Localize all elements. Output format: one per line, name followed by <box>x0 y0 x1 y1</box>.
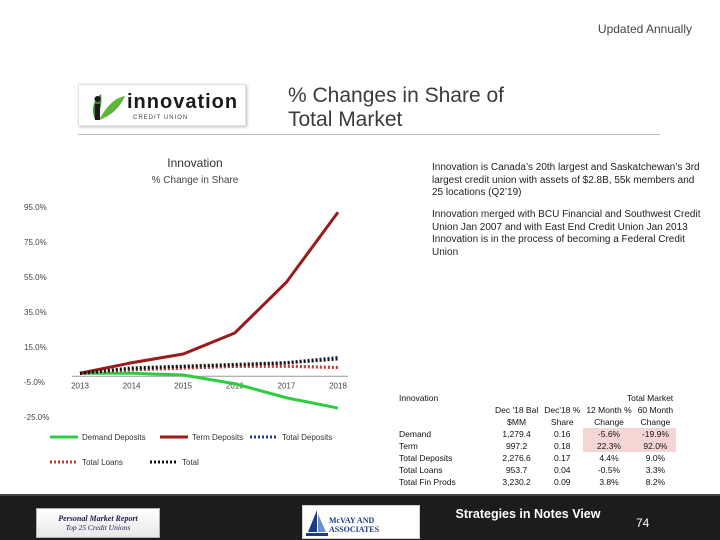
logo-sub-text: CREDIT UNION <box>133 115 189 121</box>
table-row: Term 997.2 0.18 22.3% 92.0% <box>396 440 677 452</box>
col-share-head: Dec'18 % <box>544 405 581 415</box>
col-60m-sub: Change <box>640 417 671 427</box>
cell-m60: 3.3% <box>645 465 666 475</box>
logo-brand-text: innovation <box>127 91 239 113</box>
cell-m60: -19.9% <box>634 428 677 440</box>
table-header-right: Total Market <box>626 393 674 403</box>
cell-share: 0.17 <box>553 453 571 463</box>
chart-subtitle: % Change in Share <box>151 175 239 186</box>
cell-m12: -5.6% <box>583 428 635 440</box>
report-subtitle: Top 25 Credit Unions <box>65 523 131 532</box>
chart-title: Innovation <box>167 156 223 170</box>
legend-label: Term Deposits <box>192 433 243 442</box>
info-paragraph-2-3: Innovation merged with BCU Financial and… <box>432 209 708 259</box>
cell-label: Demand <box>399 429 432 439</box>
cell-label: Total Loans <box>399 465 443 475</box>
info-paragraph-2: Innovation merged with BCU Financial and… <box>432 209 701 233</box>
cell-m12: 3.8% <box>599 477 619 487</box>
legend-label: Demand Deposits <box>82 433 146 442</box>
series-line-total-loans <box>79 364 339 375</box>
info-paragraph-3: Innovation is in the process of becoming… <box>432 234 685 258</box>
table-row: Total Loans 953.7 0.04 -0.5% 3.3% <box>396 464 676 476</box>
x-tick-label: 2017 <box>278 381 296 390</box>
report-title: Personal Market Report <box>58 514 138 523</box>
cell-m12: 4.4% <box>599 453 619 463</box>
series-line-demand-deposits <box>80 371 339 410</box>
report-badge: Personal Market Report Top 25 Credit Uni… <box>36 508 160 538</box>
table-row: Demand 1,279.4 0.16 -5.6% -19.9% <box>396 428 677 440</box>
series-line-term-deposits <box>79 211 340 375</box>
y-tick-label: -25.0% <box>24 413 49 422</box>
y-tick-label: -5.0% <box>24 378 45 387</box>
col-bal-sub: $MM <box>507 417 527 427</box>
table-header-left: Innovation <box>399 393 439 403</box>
col-share-sub: Share <box>550 417 574 427</box>
updated-annually-label: Updated Annually <box>597 22 692 36</box>
y-tick-label: 95.0% <box>24 203 47 212</box>
table-header-row-2: Dec '18 Bal Dec'18 % 12 Month % 60 Month <box>396 404 676 416</box>
partner-logo: McVAY AND ASSOCIATES <box>302 505 420 539</box>
cell-label: Term <box>399 441 418 451</box>
cell-share: 0.16 <box>553 429 571 439</box>
page-title: % Changes in Share of Total Market <box>288 84 548 132</box>
legend-label: Total Loans <box>82 458 123 467</box>
cell-share: 0.04 <box>553 465 571 475</box>
sailboat-icon <box>306 510 328 536</box>
table-row: Total Deposits 2,276.6 0.17 4.4% 9.0% <box>396 452 676 464</box>
info-paragraph-1: Innovation is Canada’s 20th largest and … <box>432 162 700 198</box>
col-12m-head: 12 Month % <box>586 405 632 415</box>
legend-label: Total <box>182 458 199 467</box>
cell-share: 0.18 <box>553 441 571 451</box>
market-table: Innovation Total Market Dec '18 Bal Dec'… <box>396 392 677 488</box>
cell-bal: 953.7 <box>505 465 528 475</box>
y-tick-label: 15.0% <box>24 343 47 352</box>
y-tick-label: 55.0% <box>24 273 47 282</box>
cell-bal: 997.2 <box>505 441 528 451</box>
col-12m-sub: Change <box>594 417 624 427</box>
cell-m12: 22.3% <box>583 440 635 452</box>
table-row: Total Fin Prods 3,230.2 0.09 3.8% 8.2% <box>396 476 676 488</box>
x-tick-label: 2014 <box>123 381 141 390</box>
y-tick-label: 75.0% <box>24 238 47 247</box>
title-divider <box>78 134 660 135</box>
y-tick-label: 35.0% <box>24 308 47 317</box>
cell-bal: 3,230.2 <box>502 477 531 487</box>
col-bal-head: Dec '18 Bal <box>495 405 539 415</box>
strategies-note: Strategies in Notes View <box>455 507 601 521</box>
market-table-wrap: Innovation Total Market Dec '18 Bal Dec'… <box>396 392 677 488</box>
cell-label: Total Deposits <box>399 453 453 463</box>
cell-m60: 9.0% <box>645 453 666 463</box>
innovation-logo: innovation CREDIT UNION <box>78 84 246 126</box>
partner-name: McVAY AND ASSOCIATES <box>329 516 380 534</box>
series-line-total <box>79 357 339 375</box>
page-number: 74 <box>636 516 650 530</box>
title-line-1: % Changes in Share of <box>288 84 504 107</box>
col-60m-head: 60 Month <box>637 405 674 415</box>
cell-m60: 8.2% <box>645 477 666 487</box>
x-tick-label: 2018 <box>329 381 347 390</box>
cell-m12: -0.5% <box>597 465 621 475</box>
table-body: Demand 1,279.4 0.16 -5.6% -19.9% Term 997.2 0.1… <box>396 428 677 488</box>
cell-label: Total Fin Prods <box>399 477 456 487</box>
x-tick-label: 2015 <box>174 381 192 390</box>
legend-label: Total Deposits <box>282 433 332 442</box>
table-header-row-3: $MM Share Change Change <box>396 416 676 428</box>
title-line-2: Total Market <box>288 108 403 131</box>
x-tick-label: 2016 <box>226 381 244 390</box>
footer-accent <box>0 494 720 496</box>
cell-bal: 2,276.6 <box>502 453 531 463</box>
cell-bal: 1,279.4 <box>502 429 531 439</box>
table-header-row-1: Innovation Total Market <box>396 392 676 404</box>
x-tick-label: 2013 <box>71 381 89 390</box>
cell-m60: 92.0% <box>634 440 677 452</box>
cell-share: 0.09 <box>553 477 571 487</box>
leaf-logo-icon <box>93 94 125 120</box>
